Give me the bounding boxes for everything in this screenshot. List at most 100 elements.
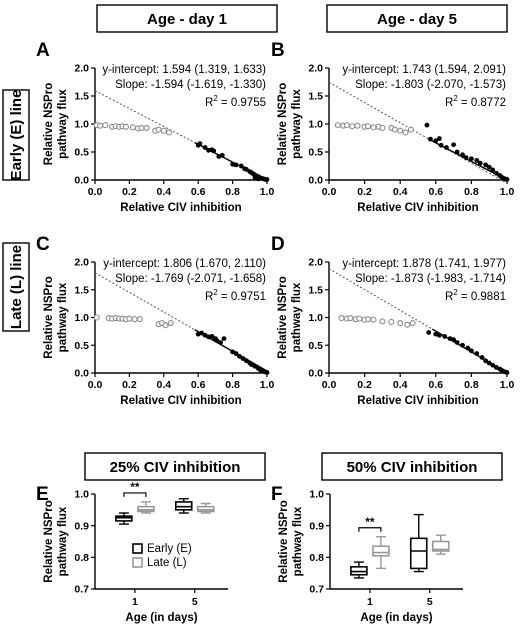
- header-top-left-text: Age - day 1: [147, 11, 227, 28]
- y-tick-label: 2.0: [74, 257, 89, 269]
- open-point: [379, 318, 386, 325]
- panel-letter-d: D: [271, 234, 285, 255]
- open-point: [349, 123, 356, 130]
- x-tick-label: 0.6: [428, 379, 443, 391]
- open-point: [122, 123, 130, 130]
- x-tick-label: 0.8: [225, 186, 240, 198]
- open-point: [365, 316, 372, 323]
- filled-point: [493, 170, 499, 176]
- filled-point: [209, 333, 215, 339]
- side-label-late: Late (L) line: [2, 242, 30, 332]
- open-point: [409, 319, 416, 327]
- x-axis-label: Relative CIV inhibition: [357, 202, 478, 214]
- filled-point: [474, 158, 480, 163]
- y-axis-label-line2: pathway flux: [57, 89, 69, 159]
- y-tick-label: 0.5: [308, 147, 323, 159]
- open-point: [354, 122, 361, 129]
- r2-superscript: 2: [453, 288, 458, 297]
- r2-superscript: 2: [213, 94, 218, 103]
- filled-point: [240, 356, 246, 361]
- legend-swatch: [132, 543, 143, 554]
- y-axis-label-line1: Relative NSPro: [277, 83, 289, 165]
- open-point: [379, 124, 386, 131]
- filled-point: [199, 330, 205, 336]
- x-tick-label: 1.0: [260, 186, 275, 198]
- filled-point: [428, 136, 433, 142]
- y-tick-label: 0.8: [309, 552, 324, 564]
- open-point: [334, 122, 341, 129]
- y-tick-label: 2.0: [308, 63, 323, 75]
- filled-point: [264, 370, 270, 375]
- filled-point: [438, 142, 444, 148]
- significance-label: **: [130, 480, 140, 494]
- open-point: [402, 129, 409, 136]
- y-tick-label: 0.7: [309, 584, 324, 596]
- y-axis-label-line1: Relative NSPro: [43, 83, 55, 165]
- filled-point: [202, 145, 208, 150]
- r2-value: = 0.8772: [458, 97, 506, 109]
- x-tick-label: 0.4: [156, 186, 171, 198]
- open-point: [391, 126, 398, 133]
- x-tick-label: 0.6: [191, 186, 206, 198]
- y-tick-label: 1.0: [308, 312, 323, 324]
- y-tick-label: 0.0: [74, 175, 89, 187]
- y-tick-label: 0.5: [74, 147, 89, 159]
- fit-intercept-text: y-intercept: 1.743 (1.594, 2.091): [342, 64, 506, 76]
- filled-point: [479, 355, 485, 360]
- filled-point: [454, 340, 460, 345]
- y-axis-label-line1: Relative NSPro: [277, 276, 289, 358]
- open-point: [347, 315, 354, 322]
- open-point: [160, 127, 167, 134]
- filled-point: [424, 122, 430, 128]
- filled-point: [233, 351, 239, 356]
- filled-point: [451, 337, 456, 343]
- open-point: [356, 315, 363, 322]
- y-tick-label: 2.0: [74, 63, 89, 75]
- filled-point: [504, 177, 510, 182]
- open-point: [388, 318, 395, 325]
- filled-point: [197, 141, 203, 147]
- x-axis-label: Age (in days): [360, 612, 432, 624]
- filled-point: [460, 152, 465, 158]
- y-tick-label: 1.0: [309, 489, 324, 501]
- r2-symbol: R: [205, 291, 213, 303]
- fit-r2-text: R2 = 0.9755: [205, 94, 266, 109]
- x-tick-label: 0.2: [122, 379, 137, 391]
- open-point: [404, 321, 411, 328]
- fit-slope-text: Slope: -1.803 (-2.070, -1.573): [355, 79, 506, 91]
- plots: 0.0 0.5 1.0 1.5 2.0 0.0 0.2 0.4 0.6 0.8 1.0 Relativ…: [43, 63, 514, 624]
- filled-point: [219, 152, 225, 158]
- legend-label: Late (L): [147, 557, 187, 569]
- fit-intercept-text: y-intercept: 1.594 (1.319, 1.633): [102, 64, 266, 76]
- y-tick-label: 0.9: [74, 520, 89, 532]
- side-label-late-text: Late (L) line: [8, 245, 25, 329]
- header-bottom-left: 25% CIV inhibition: [84, 452, 266, 481]
- y-axis-label-line2: pathway flux: [57, 506, 69, 576]
- y-axis-label-line2: pathway flux: [291, 89, 303, 159]
- open-point: [138, 124, 145, 131]
- r2-value: = 0.9751: [218, 291, 266, 303]
- open-point: [165, 129, 173, 136]
- filled-point: [221, 336, 227, 341]
- open-point: [136, 316, 143, 323]
- panel-letter-f: F: [271, 484, 283, 505]
- y-tick-label: 1.5: [74, 91, 89, 103]
- y-tick-label: 2.0: [308, 257, 323, 269]
- open-point: [397, 319, 404, 327]
- x-tick-label: 5: [192, 596, 198, 608]
- box-body: [372, 545, 390, 557]
- filled-point: [442, 333, 448, 339]
- y-tick-label: 0.8: [74, 552, 89, 564]
- panel-e: 0.7 0.8 0.9 1.0 1 5 Age (in days) Relative NSPr…: [43, 480, 228, 624]
- x-tick-label: 5: [427, 596, 433, 608]
- box-body: [409, 537, 428, 570]
- fit-r2-text: R2 = 0.9881: [445, 288, 506, 303]
- filled-point: [426, 330, 432, 335]
- open-point: [97, 122, 104, 129]
- panel-a: 0.0 0.5 1.0 1.5 2.0 0.0 0.2 0.4 0.6 0.8 1.0 Relativ…: [43, 63, 274, 214]
- filled-point: [252, 363, 258, 369]
- filled-point: [465, 345, 471, 351]
- x-tick-label: 0.8: [464, 379, 479, 391]
- panel-letter-a: A: [36, 40, 50, 61]
- significance-bracket: [358, 527, 382, 532]
